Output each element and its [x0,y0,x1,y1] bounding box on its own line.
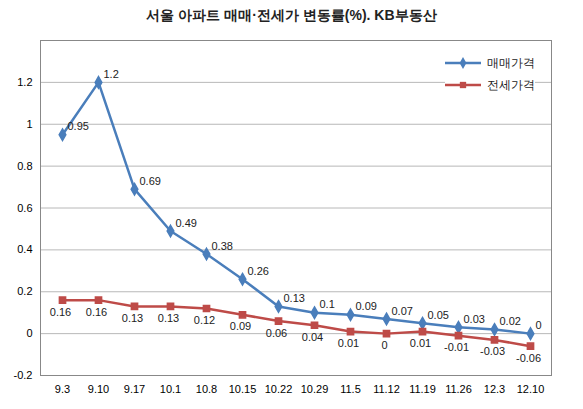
svg-text:0.69: 0.69 [140,175,161,187]
svg-text:10.8: 10.8 [196,383,217,395]
svg-text:0: 0 [26,327,32,339]
svg-text:11.12: 11.12 [373,383,400,395]
svg-text:0.07: 0.07 [392,304,413,316]
svg-text:12.10: 12.10 [517,383,545,395]
svg-text:9.10: 9.10 [88,383,109,395]
svg-text:0.01: 0.01 [338,337,359,349]
svg-text:0: 0 [381,339,387,351]
svg-text:0.13: 0.13 [122,312,143,324]
svg-text:0.6: 0.6 [17,202,32,214]
svg-text:0.2: 0.2 [17,285,32,297]
svg-text:9.3: 9.3 [55,383,70,395]
svg-text:0.16: 0.16 [50,306,71,318]
svg-text:-0.2: -0.2 [14,369,33,381]
svg-text:0.13: 0.13 [284,292,305,304]
svg-text:0.26: 0.26 [248,265,269,277]
svg-text:0.95: 0.95 [68,120,89,132]
svg-text:1: 1 [26,118,32,130]
svg-text:0.16: 0.16 [86,306,107,318]
svg-text:-0.01: -0.01 [444,341,469,353]
html-text:매매가격: 매매가격 [487,55,535,70]
svg-text:10.22: 10.22 [265,383,293,395]
html-text:전세가격: 전세가격 [487,77,535,92]
svg-text:10.15: 10.15 [229,383,257,395]
svg-text:1.2: 1.2 [17,76,32,88]
svg-text:0.02: 0.02 [500,315,521,327]
svg-text:0.13: 0.13 [158,312,179,324]
svg-text:0.09: 0.09 [230,320,251,332]
svg-text:0.05: 0.05 [428,309,449,321]
svg-text:10.1: 10.1 [160,383,181,395]
svg-text:0.01: 0.01 [410,337,431,349]
svg-text:1.2: 1.2 [104,68,119,80]
svg-text:0.38: 0.38 [212,240,233,252]
svg-text:0.03: 0.03 [464,313,485,325]
svg-text:11.5: 11.5 [340,383,361,395]
svg-text:0.1: 0.1 [320,298,335,310]
svg-text:9.17: 9.17 [124,383,145,395]
svg-text:0.49: 0.49 [176,217,197,229]
svg-text:0.04: 0.04 [302,331,323,343]
svg-text:10.29: 10.29 [301,383,329,395]
html-text:서울 아파트 매매·전세가 변동률(%). KB부동산: 서울 아파트 매매·전세가 변동률(%). KB부동산 [146,7,437,23]
svg-text:-0.03: -0.03 [480,345,505,357]
svg-text:0.4: 0.4 [17,243,32,255]
svg-text:-0.06: -0.06 [516,352,541,364]
svg-text:0.09: 0.09 [356,300,377,312]
svg-text:0.8: 0.8 [17,160,32,172]
svg-text:0.06: 0.06 [266,327,287,339]
svg-text:0.12: 0.12 [194,314,215,326]
svg-text:12.3: 12.3 [484,383,505,395]
svg-text:11.19: 11.19 [409,383,436,395]
svg-text:0: 0 [536,319,542,331]
svg-text:11.26: 11.26 [445,383,472,395]
